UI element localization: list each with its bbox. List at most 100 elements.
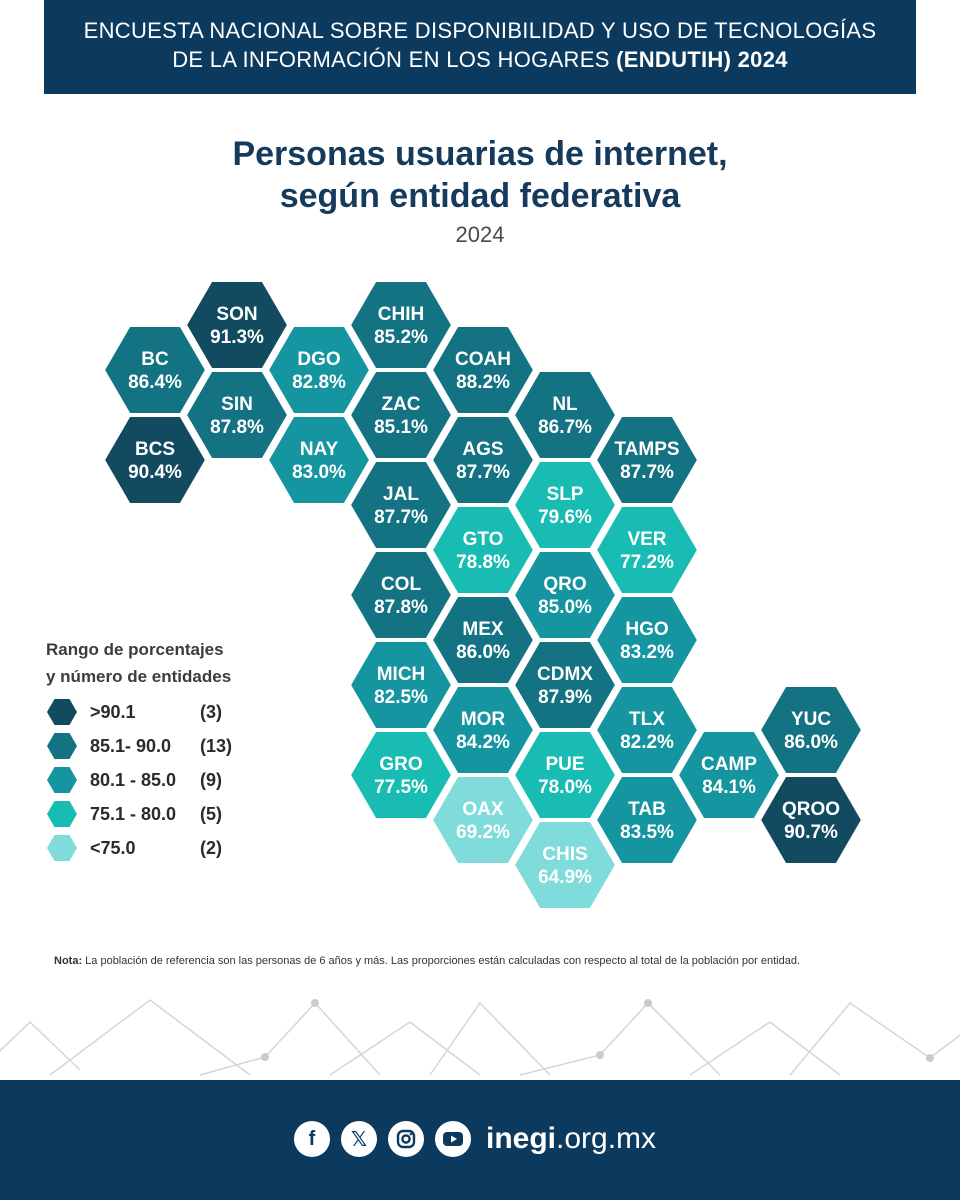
chart-title-line-2: según entidad federativa [279,177,681,215]
state-code-label: GRO [379,754,422,775]
youtube-glyph [443,1132,463,1146]
state-value-label: 69.2% [456,822,510,843]
state-code-label: MICH [377,664,426,685]
site-rest: .org.mx [556,1122,657,1155]
state-hex-shape [594,505,700,595]
legend-item: 85.1- 90.0 (13) [46,731,240,761]
state-value-label: 86.0% [456,642,510,663]
state-code-label: SIN [221,394,253,415]
legend-title-line-1: Rango de porcentajes [46,640,224,659]
x-icon[interactable]: 𝕏 [341,1121,377,1157]
state-hex-shape [348,460,454,550]
state-value-label: 86.0% [784,732,838,753]
chart-subtitle: 2024 [455,222,505,247]
instagram-icon[interactable] [388,1121,424,1157]
facebook-icon[interactable]: f [294,1121,330,1157]
state-hex-shape [594,775,700,865]
state-value-label: 83.2% [620,642,674,663]
state-hex-shape [512,460,618,550]
state-code-label: BCS [135,439,175,460]
state-code-label: VER [627,529,666,550]
state-hex-shape [594,415,700,505]
state-code-label: CDMX [537,664,593,685]
legend-swatch-hex [47,801,77,827]
state-value-label: 87.8% [210,417,264,438]
banner-line-2-normal: DE LA INFORMACIÓN EN LOS HOGARES [172,47,617,72]
chart-title: Personas usuarias de internet, según ent… [0,133,960,217]
state-hex-shape [184,280,290,370]
state-hex-shape [102,415,208,505]
state-hex-shape [266,325,372,415]
state-code-label: CAMP [701,754,757,775]
note-label: Nota: [54,955,83,967]
legend-swatch-hex [47,699,77,725]
legend-count-label: (2) [200,837,222,858]
state-code-label: MOR [461,709,506,730]
state-code-label: MEX [462,619,504,640]
state-value-label: 86.4% [128,372,182,393]
legend-title: Rango de porcentajes y número de entidad… [46,636,231,690]
legend-swatch-hex [47,733,77,759]
state-value-label: 85.1% [374,417,428,438]
state-value-label: 78.8% [456,552,510,573]
state-code-label: COL [381,574,422,595]
state-code-label: TAB [628,799,666,820]
state-value-label: 87.7% [374,507,428,528]
legend-swatch-hex [47,767,77,793]
state-hex-shape [758,685,864,775]
banner-line-1: ENCUESTA NACIONAL SOBRE DISPONIBILIDAD Y… [83,18,877,43]
state-value-label: 90.7% [784,822,838,843]
instagram-glyph [396,1129,416,1149]
state-hex-shape [348,280,454,370]
site-bold: inegi [486,1122,557,1155]
state-value-label: 85.0% [538,597,592,618]
state-code-label: TAMPS [614,439,679,460]
state-value-label: 83.5% [620,822,674,843]
state-code-label: JAL [383,484,419,505]
state-value-label: 64.9% [538,867,592,888]
state-hex-shape [676,730,782,820]
state-code-label: SON [216,304,257,325]
state-code-label: COAH [455,349,511,370]
state-value-label: 77.5% [374,777,428,798]
state-hex-shape [512,820,618,910]
state-value-label: 91.3% [210,327,264,348]
state-value-label: 90.4% [128,462,182,483]
website-link[interactable]: inegi.org.mx [486,1122,656,1156]
state-value-label: 86.7% [538,417,592,438]
state-code-label: ZAC [381,394,420,415]
state-hex-shape [512,370,618,460]
state-hex-shape [594,685,700,775]
state-value-label: 82.8% [292,372,346,393]
state-code-label: PUE [545,754,584,775]
state-code-label: DGO [297,349,340,370]
legend-title-line-2: y número de entidades [46,667,232,686]
youtube-icon[interactable] [435,1121,471,1157]
state-hex-shape [430,415,536,505]
state-hex-shape [348,730,454,820]
legend-swatch-hex [47,835,77,861]
state-value-label: 77.2% [620,552,674,573]
legend-range-label: 75.1 - 80.0 [90,803,177,824]
chart-title-line-1: Personas usuarias de internet, [232,135,728,173]
state-value-label: 85.2% [374,327,428,348]
